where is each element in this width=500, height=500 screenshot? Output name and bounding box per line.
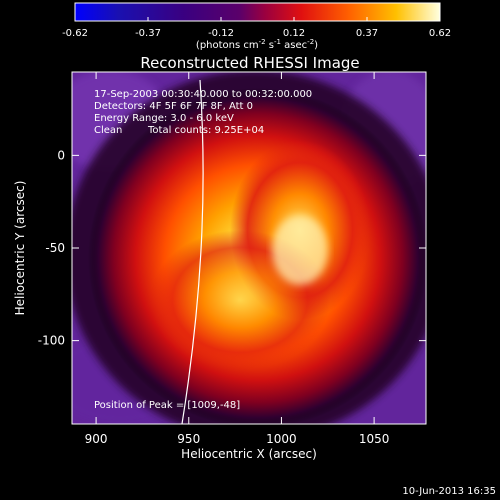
colorbar [74, 2, 441, 22]
colorbar-ticks: -0.62 -0.37 -0.12 0.12 0.37 0.62 [62, 17, 451, 39]
x-tick-label: 950 [177, 432, 200, 446]
colorbar-tick-label: 0.37 [356, 28, 378, 39]
colorbar-tick-label: -0.62 [62, 28, 88, 39]
x-tick-label: 900 [85, 432, 108, 446]
x-axis-label: Heliocentric X (arcsec) [181, 447, 317, 461]
colorbar-unit: (photons cm-2 s-1 asec-2) [196, 38, 318, 51]
chart-title: Reconstructed RHESSI Image [140, 54, 359, 72]
x-tick-label: 1000 [266, 432, 297, 446]
annotation-detectors: Detectors: 4F 5F 6F 7F 8F, Att 0 [94, 101, 253, 112]
y-tick-label: -50 [45, 241, 65, 255]
annotation-counts: Total counts: 9.25E+04 [147, 125, 264, 136]
y-tick-label: -100 [38, 334, 65, 348]
annotation-clean: Clean [94, 125, 122, 136]
y-tick-label: 0 [57, 148, 65, 162]
solar-limb-line [181, 79, 204, 424]
annotation-energy: Energy Range: 3.0 - 6.0 keV [94, 113, 234, 124]
heatmap-image [72, 72, 426, 424]
colorbar-tick-label: -0.37 [135, 28, 161, 39]
colorbar-tick-label: 0.62 [429, 28, 451, 39]
x-tick-label: 1050 [359, 432, 390, 446]
annotation-peak: Position of Peak = [1009,-48] [94, 400, 240, 411]
annotation-time: 17-Sep-2003 00:30:40.000 to 00:32:00.000 [94, 89, 312, 100]
y-axis: 0 -50 -100 [38, 148, 426, 348]
y-axis-label: Heliocentric Y (arcsec) [13, 181, 27, 316]
colorbar-tick-label: -0.12 [208, 28, 234, 39]
x-axis: 900 950 1000 1050 [85, 72, 390, 446]
footer-date: 10-Jun-2013 16:35 [402, 486, 496, 497]
colorbar-tick-label: 0.12 [283, 28, 305, 39]
